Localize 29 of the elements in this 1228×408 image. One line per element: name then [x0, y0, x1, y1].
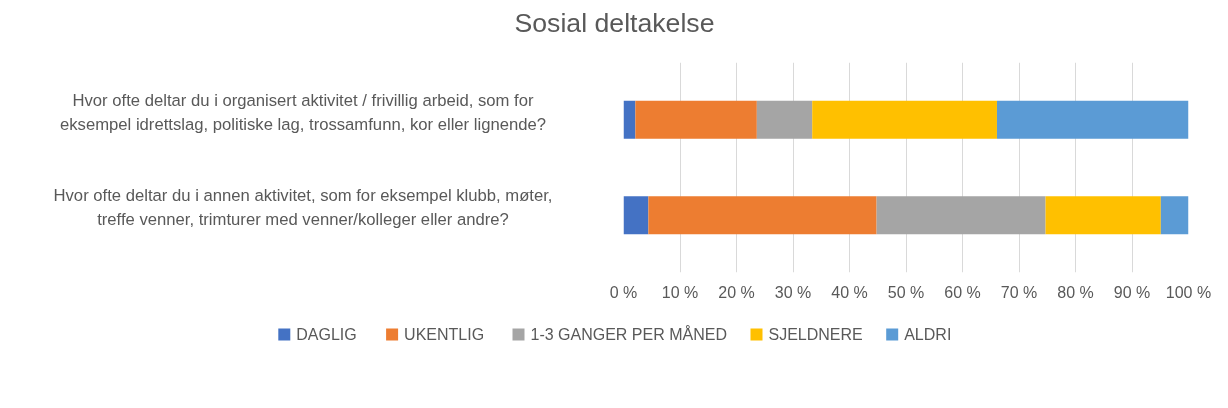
bar	[623, 196, 649, 235]
x-tick-label: 40 %	[831, 283, 868, 301]
bar	[756, 100, 813, 139]
x-tick-label: 60 %	[944, 283, 981, 301]
bar	[635, 100, 757, 139]
bar	[1160, 196, 1189, 235]
legend-label: SJELDNERE	[768, 326, 863, 343]
x-tick-label: 70 %	[1000, 283, 1038, 301]
x-tick-label: 90 %	[1113, 283, 1151, 301]
y-tick-label: Hvor ofte deltar du i organisert aktivitet / frivillig arbeid, som for eksempel idrettslag, politiske lag, trossamfunn, kor eller lignende?	[59, 90, 547, 134]
x-tick-label: 80 %	[1057, 283, 1094, 301]
bar	[623, 100, 636, 139]
legend-label: 1-3 GANGER PER MÅNED	[530, 325, 727, 343]
chart-title: Sosial deltakelse	[514, 7, 715, 38]
x-tick-label: 50 %	[887, 283, 925, 301]
legend-label: UKENTLIG	[404, 326, 485, 343]
x-tick-label: 0 %	[609, 283, 638, 301]
bar	[648, 196, 877, 235]
bar	[1045, 196, 1161, 235]
bar	[812, 100, 997, 139]
legend-label: ALDRI	[904, 326, 952, 343]
y-tick-label: Hvor ofte deltar du i annen aktivitet, som for eksempel klubb, møter, treffe venner, trimturer med venner/kolleger eller andre?	[53, 186, 553, 229]
x-tick-label: 10 %	[661, 283, 699, 301]
x-tick-label: 20 %	[718, 283, 755, 301]
x-tick-label: 30 %	[774, 283, 812, 301]
x-tick-label: 100 %	[1165, 283, 1212, 301]
bar	[876, 196, 1046, 235]
bar	[996, 100, 1189, 139]
legend-label: DAGLIG	[296, 326, 357, 343]
